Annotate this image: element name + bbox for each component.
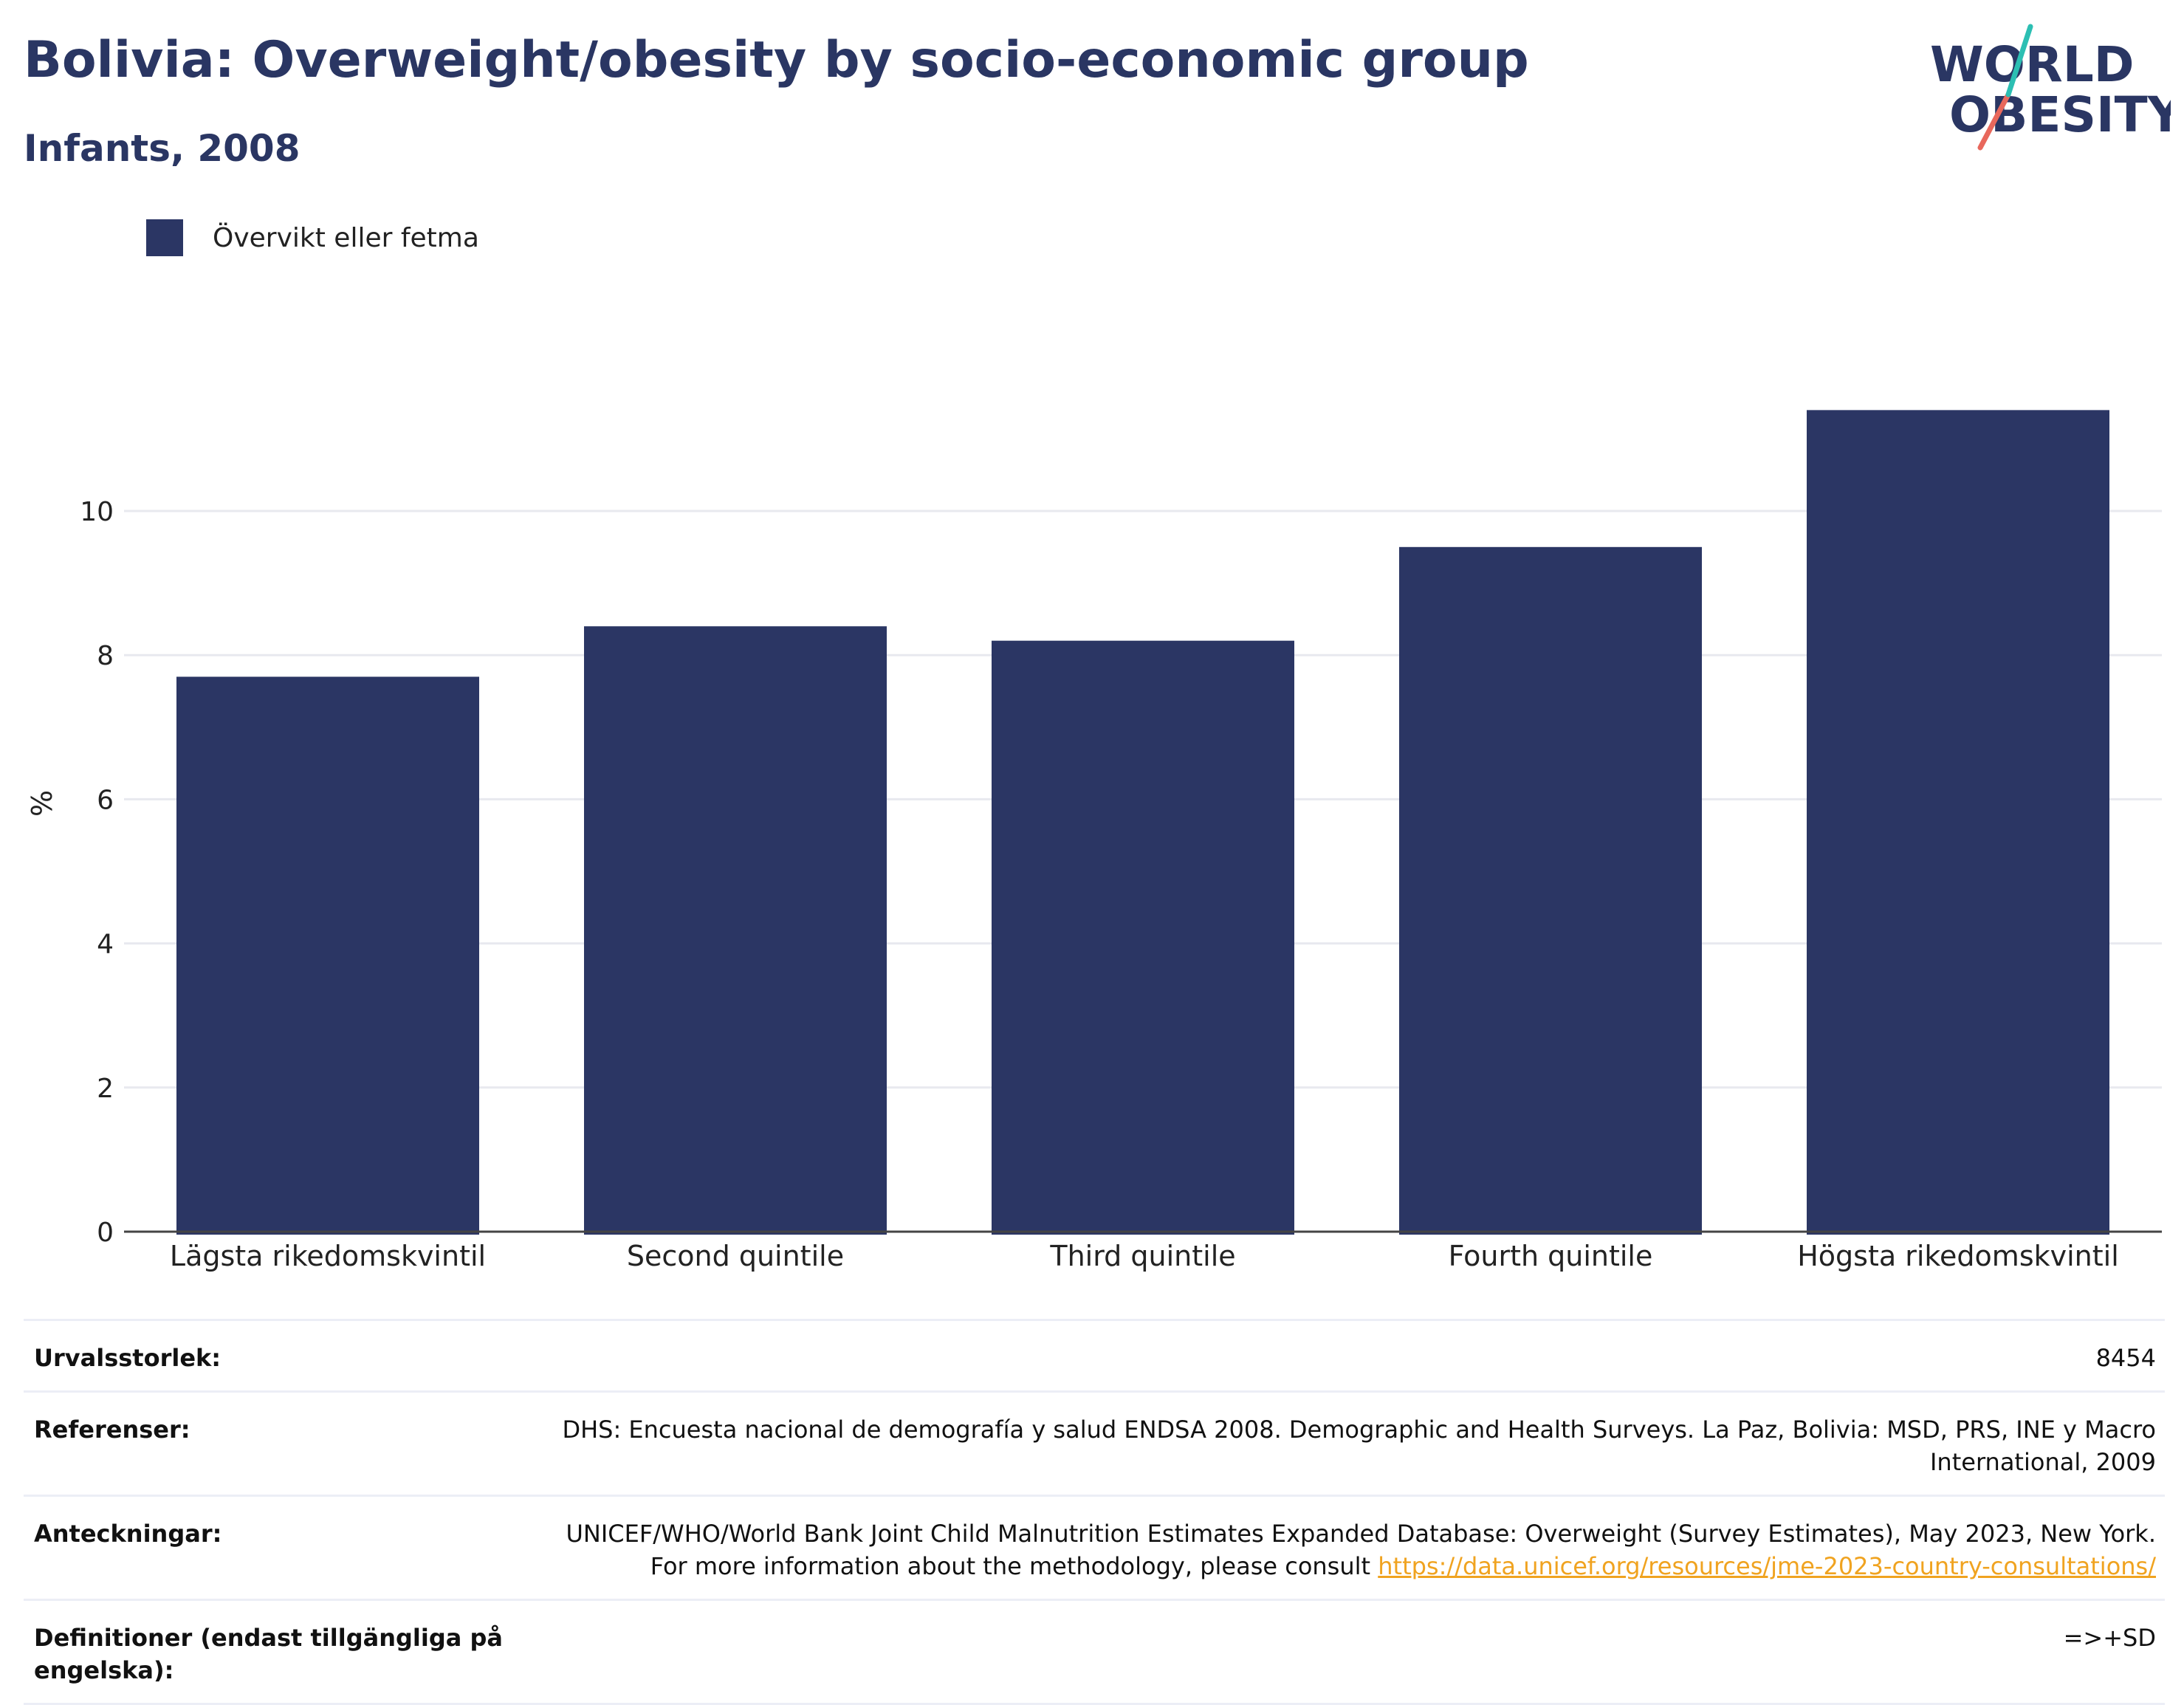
chart-info-table: Urvalsstorlek: 8454 Referenser: DHS: Enc… bbox=[24, 1319, 2165, 1705]
bar bbox=[1399, 546, 1702, 1235]
bar bbox=[176, 676, 479, 1235]
bar-chart: 0 2 4 6 8 10% Lägsta rikedomskvintil Second qui… bbox=[26, 410, 2162, 1272]
x-tick-label: Third quintile bbox=[1049, 1240, 1235, 1272]
methodology-link[interactable]: https://data.unicef.org/resources/jme-20… bbox=[1378, 1552, 2156, 1580]
legend-label: Övervikt eller fetma bbox=[213, 222, 479, 253]
sample-size-value: 8454 bbox=[2095, 1344, 2156, 1372]
references-label: Referenser: bbox=[34, 1416, 190, 1444]
y-tick-label: 10 bbox=[80, 497, 114, 527]
x-tick-label: Högsta rikedomskvintil bbox=[1797, 1240, 2119, 1272]
legend-swatch bbox=[146, 219, 183, 256]
x-tick-label: Fourth quintile bbox=[1449, 1240, 1653, 1272]
notes-label: Anteckningar: bbox=[34, 1520, 222, 1548]
y-tick-label: 0 bbox=[97, 1218, 114, 1248]
notes-value: UNICEF/WHO/World Bank Joint Child Malnut… bbox=[561, 1517, 2157, 1582]
definitions-row: Definitioner (endast tillgängliga på eng… bbox=[24, 1599, 2165, 1705]
y-tick-label: 2 bbox=[97, 1074, 114, 1104]
y-axis-label: % bbox=[26, 790, 58, 817]
bar bbox=[584, 626, 887, 1235]
page-title: Bolivia: Overweight/obesity by socio-eco… bbox=[24, 31, 1529, 89]
x-tick-label: Second quintile bbox=[627, 1240, 844, 1272]
y-tick-label: 6 bbox=[97, 785, 114, 815]
x-tick-label: Lägsta rikedomskvintil bbox=[170, 1240, 486, 1272]
notes-text: UNICEF/WHO/World Bank Joint Child Malnut… bbox=[566, 1520, 2157, 1580]
bar bbox=[1807, 410, 2109, 1235]
world-obesity-logo: WORLD OBESITY bbox=[1930, 24, 2171, 151]
sample-size-label: Urvalsstorlek: bbox=[34, 1344, 222, 1372]
definitions-value: =>+SD bbox=[2063, 1624, 2156, 1652]
sample-size-row: Urvalsstorlek: 8454 bbox=[24, 1319, 2165, 1390]
references-value: DHS: Encuesta nacional de demografía y s… bbox=[562, 1416, 2156, 1476]
notes-row: Anteckningar: UNICEF/WHO/World Bank Join… bbox=[24, 1495, 2165, 1599]
references-row: Referenser: DHS: Encuesta nacional de de… bbox=[24, 1390, 2165, 1495]
bar bbox=[992, 640, 1294, 1235]
definitions-label: Definitioner (endast tillgängliga på eng… bbox=[34, 1624, 503, 1684]
logo-slash-teal bbox=[2005, 24, 2033, 97]
page-subtitle: Infants, 2008 bbox=[24, 127, 301, 170]
y-tick-label: 4 bbox=[97, 930, 114, 960]
logo-slash-red bbox=[1977, 92, 2011, 151]
y-tick-label: 8 bbox=[97, 641, 114, 671]
logo-text-world: WORLD bbox=[1930, 36, 2135, 93]
chart-legend: Övervikt eller fetma bbox=[146, 219, 479, 257]
